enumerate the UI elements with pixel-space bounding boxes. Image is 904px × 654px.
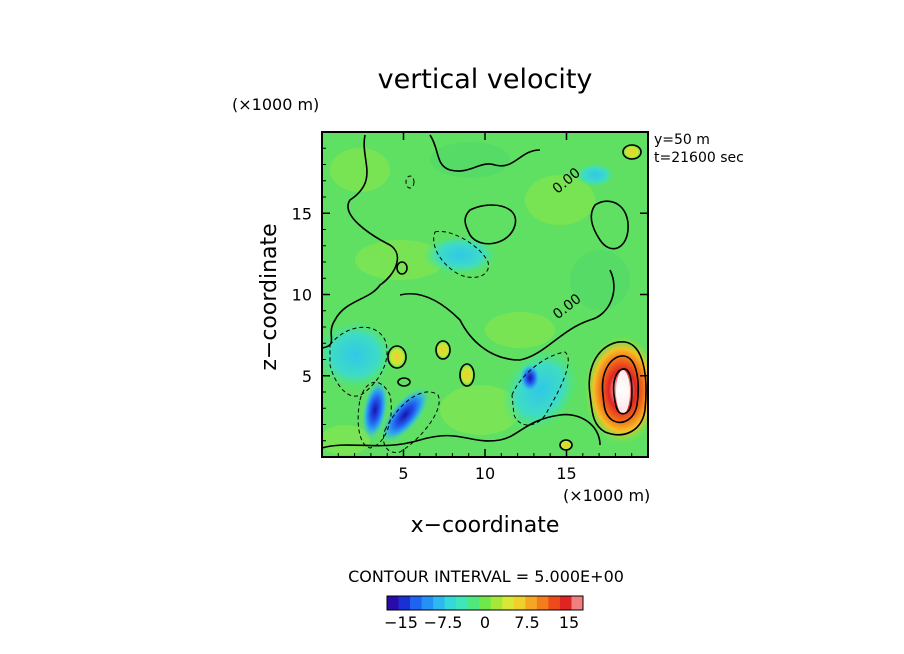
colorbar-swatch xyxy=(444,596,457,610)
weak-updraft-region xyxy=(459,363,475,387)
x-axis-ticks: 5 10 15 xyxy=(337,132,633,483)
contour-loop xyxy=(387,345,407,369)
weak-updraft-region xyxy=(622,144,642,160)
y-axis-label: z−coordinate xyxy=(257,223,282,370)
colorbar-swatch xyxy=(398,596,411,610)
downdraft-core xyxy=(380,387,430,443)
colorbar-tick-label: 0 xyxy=(480,613,490,632)
dashed-contour xyxy=(357,382,392,449)
colorbar-swatch xyxy=(513,596,526,610)
colorbar-swatch xyxy=(387,596,400,610)
y-axis-unit: (×1000 m) xyxy=(232,95,319,114)
dashed-contour xyxy=(329,326,388,397)
x-tick-label: 5 xyxy=(398,464,408,483)
chart-title: vertical velocity xyxy=(378,64,593,95)
weak-downdraft-region xyxy=(575,163,615,187)
colorbar-swatch xyxy=(410,596,423,610)
weak-downdraft-region xyxy=(422,235,498,275)
negative-contour-lines xyxy=(329,175,569,454)
weak-downdraft-region xyxy=(501,348,579,432)
dashed-contour xyxy=(405,175,415,189)
colorbar-swatch xyxy=(479,596,492,610)
plot-area: 0.00 0.00 xyxy=(322,132,648,457)
y-tick-label: 10 xyxy=(292,286,312,305)
zero-contour xyxy=(322,413,601,449)
info-time: t=21600 sec xyxy=(654,150,744,166)
colorbar-swatch xyxy=(502,596,515,610)
colorbar-swatch xyxy=(433,596,446,610)
x-tick-label: 10 xyxy=(475,464,495,483)
field-texture xyxy=(322,142,630,455)
colorbar-tick-label: 7.5 xyxy=(514,613,539,632)
y-axis-ticks: 5 10 15 xyxy=(292,147,648,442)
colorbar-tick-label: 15 xyxy=(559,613,579,632)
updraft-core-inner xyxy=(616,370,630,414)
colorbar-swatch xyxy=(421,596,434,610)
zero-contour xyxy=(464,204,517,245)
weak-downdraft-region xyxy=(322,320,395,390)
zero-contour xyxy=(590,200,629,250)
colorbar-frame xyxy=(386,595,584,611)
colorbar-swatch xyxy=(548,596,561,610)
colorbar xyxy=(386,595,584,611)
contour-loop xyxy=(397,377,411,387)
weak-updraft-region xyxy=(559,439,573,451)
zero-contour xyxy=(399,269,615,361)
updraft-contour xyxy=(612,368,633,415)
info-y-position: y=50 m xyxy=(654,132,710,148)
contour-loop xyxy=(435,340,451,360)
colorbar-tick-label: −7.5 xyxy=(424,613,463,632)
contour-interval: CONTOUR INTERVAL = 5.000E+00 xyxy=(348,567,624,586)
contour-lines xyxy=(322,134,647,451)
colorbar-swatch xyxy=(490,596,503,610)
x-axis-label: x−coordinate xyxy=(411,513,560,538)
x-tick-label: 15 xyxy=(556,464,576,483)
colorbar-swatch xyxy=(467,596,480,610)
updraft-contour xyxy=(601,355,640,424)
contour-loop xyxy=(459,363,475,387)
y-tick-label: 5 xyxy=(302,367,312,386)
contour-loop xyxy=(622,144,642,160)
dashed-contour xyxy=(383,391,440,454)
colorbar-swatch xyxy=(456,596,469,610)
x-axis-unit: (×1000 m) xyxy=(563,486,650,505)
zero-contour xyxy=(322,134,399,349)
downdraft-core xyxy=(520,364,540,392)
colorbar-swatch xyxy=(536,596,549,610)
downdraft-core xyxy=(362,380,388,440)
zero-contour xyxy=(429,134,541,172)
colorbar-swatch xyxy=(571,596,584,610)
dashed-contour xyxy=(433,230,489,278)
colorbar-swatch xyxy=(525,596,538,610)
weak-updraft-region xyxy=(387,345,407,369)
dashed-contour xyxy=(511,351,569,426)
colorbar-labels: −15 −7.5 0 7.5 15 xyxy=(384,613,579,632)
contour-loop xyxy=(396,261,408,275)
colorbar-swatch xyxy=(559,596,572,610)
colorbar-tick-label: −15 xyxy=(384,613,418,632)
y-tick-label: 15 xyxy=(292,204,312,223)
weak-updraft-region xyxy=(435,340,451,360)
updraft-contour xyxy=(588,341,647,436)
